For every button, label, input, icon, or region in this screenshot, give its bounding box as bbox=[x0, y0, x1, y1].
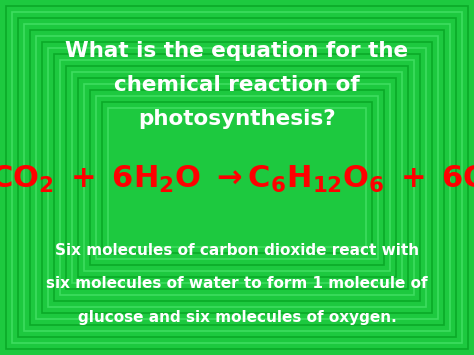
Bar bbox=[72, 72, 402, 283]
Bar bbox=[66, 66, 408, 289]
Bar bbox=[48, 48, 426, 307]
Bar bbox=[84, 84, 390, 271]
Bar bbox=[90, 90, 384, 265]
Bar bbox=[42, 42, 432, 313]
Text: glucose and six molecules of oxygen.: glucose and six molecules of oxygen. bbox=[78, 310, 396, 325]
Bar bbox=[108, 108, 366, 247]
Text: What is the equation for the: What is the equation for the bbox=[65, 42, 409, 61]
Text: chemical reaction of: chemical reaction of bbox=[114, 75, 360, 95]
Bar bbox=[78, 78, 396, 277]
Bar bbox=[30, 30, 444, 325]
Bar bbox=[36, 36, 438, 319]
Text: Six molecules of carbon dioxide react with: Six molecules of carbon dioxide react wi… bbox=[55, 243, 419, 258]
Bar bbox=[24, 24, 450, 331]
Bar bbox=[102, 102, 372, 253]
Bar bbox=[60, 60, 414, 295]
Text: $\mathbf{6CO_2\ +\ 6H_2O\ {\rightarrow}C_6H_{12}O_6\ +\ 6O_2}$: $\mathbf{6CO_2\ +\ 6H_2O\ {\rightarrow}C… bbox=[0, 164, 474, 195]
Bar bbox=[54, 54, 420, 301]
Bar bbox=[18, 18, 456, 337]
Text: six molecules of water to form 1 molecule of: six molecules of water to form 1 molecul… bbox=[46, 277, 428, 291]
Bar bbox=[96, 96, 378, 259]
Text: photosynthesis?: photosynthesis? bbox=[138, 109, 336, 129]
